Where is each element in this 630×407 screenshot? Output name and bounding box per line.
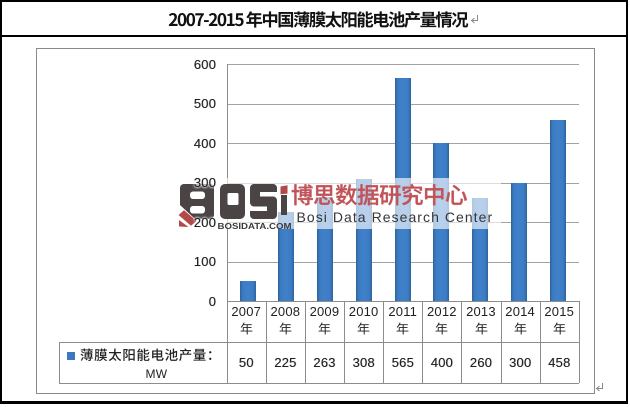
svg-text:BOSIDATA.COM: BOSIDATA.COM	[218, 221, 292, 231]
